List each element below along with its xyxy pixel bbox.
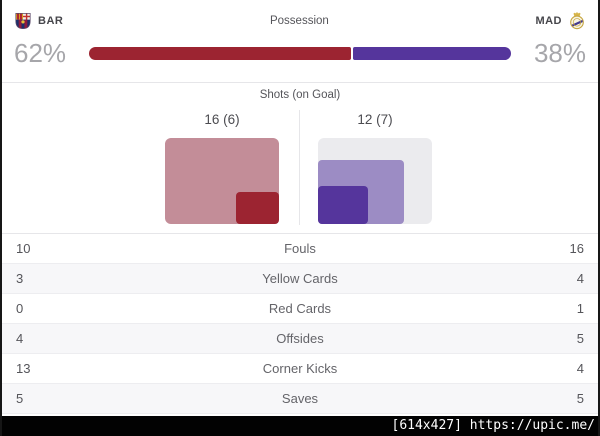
stat-label: Corner Kicks <box>262 361 338 376</box>
away-shots-on-goal-box <box>318 186 368 224</box>
real-madrid-crest-icon <box>568 12 586 30</box>
away-shots-total-box <box>318 159 404 224</box>
shots-title: Shots (on Goal) <box>259 89 341 101</box>
away-value: 16 <box>569 241 584 256</box>
stats-row: 10 Fouls 16 <box>2 234 598 264</box>
home-value: 5 <box>16 391 24 406</box>
watermark: [614x427] https://upic.me/ <box>2 416 598 436</box>
stat-label: Red Cards <box>268 301 332 316</box>
stats-row: 13 Corner Kicks 4 <box>2 354 598 384</box>
stats-row: 0 Red Cards 1 <box>2 294 598 324</box>
stat-label: Offsides <box>276 331 324 346</box>
possession-bar <box>89 47 511 60</box>
shots-section: Shots (on Goal) 16 (6) 12 (7) <box>2 83 598 234</box>
home-value: 0 <box>16 301 24 316</box>
home-possession-value: 62% <box>14 38 67 68</box>
away-team: MAD <box>535 12 586 30</box>
home-value: 3 <box>16 271 24 286</box>
home-value: 4 <box>16 331 24 346</box>
home-value: 13 <box>16 361 31 376</box>
stats-row: 5 Saves 5 <box>2 384 598 414</box>
stat-label: Yellow Cards <box>262 271 338 286</box>
away-value: 1 <box>576 301 584 316</box>
stat-label: Saves <box>281 391 319 406</box>
home-team: BAR <box>14 12 63 30</box>
away-possession-value: 38% <box>533 38 586 68</box>
home-shots-total-box <box>165 138 279 224</box>
home-shots-on-goal-box <box>236 191 279 224</box>
possession-section: BAR Possession MAD <box>2 0 598 83</box>
away-value: 5 <box>576 391 584 406</box>
stat-label: Fouls <box>284 241 316 256</box>
away-shots-value: 12 (7) <box>357 112 393 127</box>
barcelona-crest-icon <box>14 12 32 30</box>
home-value: 10 <box>16 241 31 256</box>
away-team-abbr: MAD <box>535 15 562 27</box>
stats-table: 10 Fouls 16 3 Yellow Cards 4 0 Red Cards 1 4 Offsi… <box>2 234 598 414</box>
possession-title: Possession <box>269 15 329 27</box>
possession-bar-away <box>352 47 511 60</box>
away-shots-chart <box>318 138 432 224</box>
home-shots-chart <box>165 138 279 224</box>
home-shots-value: 16 (6) <box>204 112 240 127</box>
home-team-abbr: BAR <box>38 15 64 27</box>
away-value: 4 <box>576 271 584 286</box>
away-shots-scale-box <box>318 138 432 224</box>
away-value: 4 <box>576 361 584 376</box>
shots-divider <box>299 110 300 225</box>
stats-row: 3 Yellow Cards 4 <box>2 264 598 294</box>
stats-row: 4 Offsides 5 <box>2 324 598 354</box>
away-value: 5 <box>576 331 584 346</box>
possession-bar-home <box>89 47 351 60</box>
